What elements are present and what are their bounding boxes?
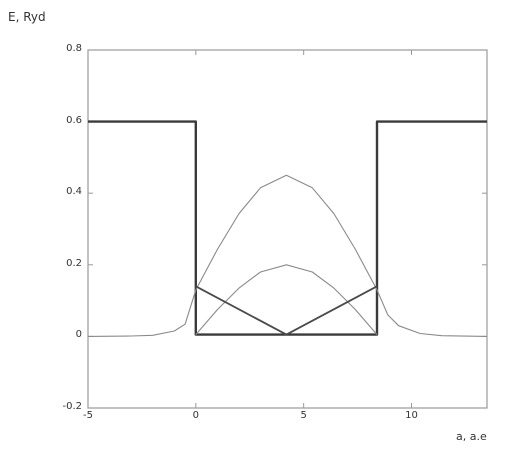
- x-tick-label: 0: [192, 410, 200, 421]
- y-tick-label: 0: [75, 329, 82, 341]
- series-line-2: [87, 174, 488, 337]
- y-tick-label: 0.4: [66, 186, 82, 198]
- x-tick-label: 5: [300, 410, 307, 421]
- x-tick-label: -5: [83, 410, 93, 421]
- y-tick-label: -0.2: [62, 401, 82, 412]
- y-tick-label: 0.8: [66, 43, 82, 54]
- plot-frame: [87, 49, 488, 409]
- x-tick-label: 10: [405, 410, 418, 421]
- y-axis-label: E, Ryd: [8, 10, 46, 24]
- axis-ticks: [87, 49, 487, 409]
- series-line-3: [195, 264, 378, 335]
- y-tick-label: 0.6: [66, 114, 82, 126]
- x-axis-label: a, a.e: [456, 430, 487, 443]
- y-tick-label: 0.2: [66, 257, 82, 269]
- series-group: [87, 120, 488, 337]
- series-line-4: [195, 285, 378, 336]
- series-line-1: [88, 120, 487, 336]
